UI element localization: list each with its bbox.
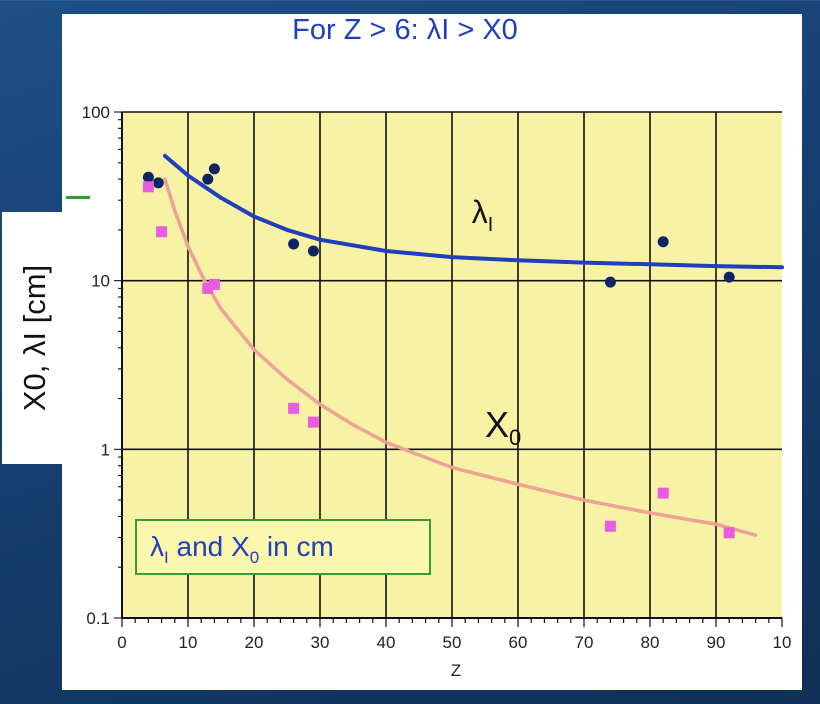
- data-point-x0: [156, 226, 168, 238]
- data-point-lambda: [604, 276, 616, 288]
- data-point-lambda: [142, 171, 154, 183]
- curve-label-x0: X0: [485, 404, 521, 450]
- x-tick-label: 50: [443, 633, 462, 652]
- accent-line: [66, 196, 90, 199]
- data-point-lambda: [657, 236, 669, 248]
- data-point-lambda: [208, 163, 220, 175]
- data-point-x0: [723, 527, 735, 539]
- y-axis-label-box: [2, 212, 68, 464]
- x-tick-label: 80: [641, 633, 660, 652]
- data-point-x0: [604, 520, 616, 532]
- curve-label-lambda: λI: [472, 194, 494, 236]
- data-point-lambda: [288, 238, 300, 250]
- data-point-x0: [288, 402, 300, 414]
- data-point-lambda: [723, 271, 735, 283]
- data-point-x0: [142, 181, 154, 193]
- data-point-lambda: [307, 245, 319, 257]
- x-tick-label: 30: [311, 633, 330, 652]
- x-axis-label: Z: [451, 661, 461, 680]
- y-tick-label: 10: [91, 272, 110, 291]
- y-tick-label: 0.1: [86, 609, 110, 628]
- fit-curve-lambda: [162, 153, 784, 270]
- data-point-lambda: [152, 177, 164, 189]
- x-tick-label: 0: [117, 633, 126, 652]
- x-tick-label: 10: [179, 633, 198, 652]
- data-point-lambda: [202, 173, 214, 185]
- data-point-x0: [208, 278, 220, 290]
- data-point-x0: [307, 416, 319, 428]
- x-tick-label: 90: [707, 633, 726, 652]
- x-tick-label: 20: [245, 633, 264, 652]
- x-tick-label: 60: [509, 633, 528, 652]
- annotation-box: [135, 519, 431, 575]
- y-tick-label: 1: [101, 440, 110, 459]
- annotation-text: λI and X0 in cm: [150, 531, 334, 567]
- fit-curve-x0: [163, 177, 758, 537]
- x-tick-label: 40: [377, 633, 396, 652]
- title-text: For Z > 6: λI > X0: [292, 14, 518, 46]
- x-tick-label: 70: [575, 633, 594, 652]
- y-tick-label: 100: [82, 103, 110, 122]
- x-tick-label: 10: [773, 633, 792, 652]
- data-point-x0: [202, 282, 214, 294]
- chart-title: For Z > 6: λI > X0: [0, 14, 810, 47]
- data-point-x0: [657, 487, 669, 499]
